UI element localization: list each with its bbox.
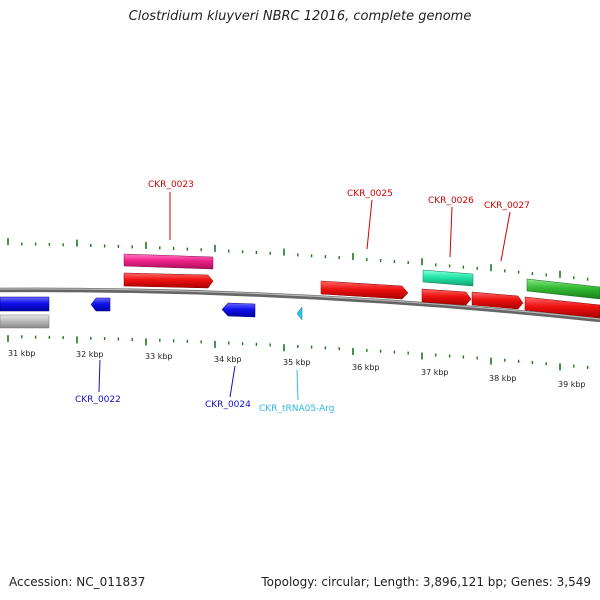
connector-CKR_0025 (366, 199, 373, 250)
scale-label-35kbp: 35 kbp (283, 358, 311, 367)
feature-track-upper (123, 253, 600, 300)
gene-left-blue[interactable] (0, 296, 50, 312)
scale-label-38kbp: 38 kbp (489, 374, 517, 383)
gene-CKR_0026[interactable] (421, 288, 472, 306)
gene-CKR_0023[interactable] (123, 272, 214, 289)
scale-label-33kbp: 33 kbp (145, 352, 173, 361)
trna-CKR_tRNA05-Arg[interactable] (296, 306, 303, 321)
gene-label-CKR_0023[interactable]: CKR_0023 (148, 180, 194, 190)
scale-label-32kbp: 32 kbp (76, 350, 104, 359)
scale-label-36kbp: 36 kbp (352, 363, 380, 372)
gene-labels: CKR_0023 CKR_0025 CKR_0026 CKR_0027 CKR_… (75, 180, 530, 414)
gene-label-CKR_tRNA05-Arg[interactable]: CKR_tRNA05-Arg (259, 404, 335, 414)
genome-backbone-highlight (0, 288, 600, 320)
map-title: Clostridium kluyveri NBRC 12016, complet… (128, 9, 472, 24)
connector-CKR_tRNA05-Arg (296, 369, 299, 401)
gene-CKR_0025[interactable] (320, 280, 409, 300)
scale-label-34kbp: 34 kbp (214, 355, 242, 364)
gene-CKR_0024[interactable] (221, 302, 256, 318)
scale-label-37kbp: 37 kbp (421, 368, 449, 377)
feature-green[interactable] (526, 278, 600, 300)
connector-CKR_0024 (229, 365, 236, 398)
gene-label-CKR_0024[interactable]: CKR_0024 (205, 400, 251, 410)
cds-reverse-track (0, 296, 303, 329)
gene-CKR_0027[interactable] (471, 291, 524, 310)
connector-CKR_0022 (98, 359, 101, 393)
scale-label-39kbp: 39 kbp (558, 380, 586, 389)
gene-label-CKR_0026[interactable]: CKR_0026 (428, 196, 474, 206)
gene-label-CKR_0027[interactable]: CKR_0027 (484, 201, 530, 211)
feature-teal[interactable] (422, 269, 474, 287)
genome-backbone (0, 287, 600, 323)
feature-gray[interactable] (0, 314, 50, 329)
connector-CKR_0027 (500, 211, 511, 262)
cds-forward-track (123, 272, 600, 319)
gene-right-edge[interactable] (524, 296, 600, 319)
gene-label-CKR_0022[interactable]: CKR_0022 (75, 395, 121, 405)
inner-tick-row (7, 335, 589, 371)
outer-tick-row (7, 238, 589, 281)
connector-CKR_0026 (449, 206, 453, 258)
scale-labels: 31 kbp 32 kbp 33 kbp 34 kbp 35 kbp 36 kb… (8, 349, 586, 389)
scale-label-31kbp: 31 kbp (8, 349, 36, 358)
label-connectors (98, 192, 511, 401)
genome-summary-text: Topology: circular; Length: 3,896,121 bp… (261, 575, 591, 589)
gene-label-CKR_0025[interactable]: CKR_0025 (347, 189, 393, 199)
feature-pink[interactable] (123, 253, 214, 270)
gene-CKR_0022[interactable] (90, 297, 111, 312)
accession-text: Accession: NC_011837 (9, 575, 146, 589)
